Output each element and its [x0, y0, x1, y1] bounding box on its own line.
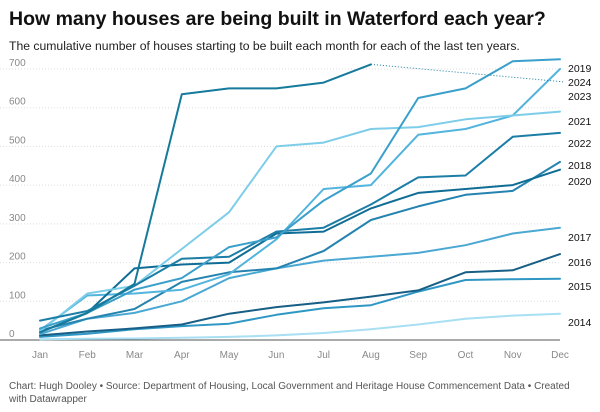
- x-tick-label: Sep: [409, 350, 427, 361]
- x-tick-label: Nov: [504, 350, 522, 361]
- x-tick-label: Jan: [32, 350, 48, 361]
- footer-separator: •: [99, 381, 106, 392]
- series-line-2017: [39, 226, 561, 336]
- series-line-2015: [39, 277, 561, 338]
- series-line-2016: [39, 253, 561, 337]
- x-tick-label: Dec: [551, 350, 569, 361]
- footer-source: Source: Department of Housing, Local Gov…: [105, 381, 525, 392]
- y-tick-label: 200: [9, 252, 26, 263]
- series-label-2016: 2016: [568, 257, 592, 269]
- y-tick-label: 400: [9, 174, 26, 185]
- footer-chart-by: Chart: Hugh Dooley: [9, 381, 97, 392]
- series-line-2014: [39, 312, 561, 341]
- chart-title: How many houses are being built in Water…: [9, 8, 546, 30]
- y-tick-label: 600: [9, 97, 26, 108]
- footer-created-with: Created with Datawrapper: [9, 381, 570, 405]
- chart-subtitle: The cumulative number of houses starting…: [9, 39, 520, 53]
- x-tick-label: May: [220, 350, 239, 361]
- series-line-2022: [39, 131, 561, 322]
- y-tick-label: 0: [9, 329, 15, 340]
- y-tick-label: 700: [9, 58, 26, 69]
- series-line-2024: [39, 63, 372, 334]
- series-label-2014: 2014: [568, 317, 592, 329]
- y-tick-label: 100: [9, 290, 26, 301]
- y-tick-label: 500: [9, 135, 26, 146]
- series-line-2020: [39, 168, 561, 334]
- series-line-2023: [39, 58, 561, 330]
- series-label-2023: 2023: [568, 91, 592, 103]
- x-tick-label: Feb: [79, 350, 97, 361]
- series-label-2015: 2015: [568, 281, 592, 293]
- x-tick-label: Aug: [362, 350, 380, 361]
- series-label-2021: 2021: [568, 116, 592, 128]
- footer-separator: •: [527, 381, 535, 392]
- x-tick-label: Oct: [458, 350, 474, 361]
- series-line-2021: [39, 110, 561, 333]
- chart-footer: Chart: Hugh Dooley • Source: Department …: [9, 380, 579, 406]
- series-label-2020: 2020: [568, 176, 592, 188]
- x-tick-label: Apr: [174, 350, 190, 361]
- series-label-2022: 2022: [568, 138, 592, 150]
- series-label-2019: 2019: [568, 63, 592, 75]
- series-label-2017: 2017: [568, 232, 592, 244]
- series-line-2018: [39, 160, 561, 332]
- x-tick-label: Jun: [268, 350, 284, 361]
- series-label-2024: 2024: [568, 77, 592, 89]
- series-connector-2024: [370, 63, 566, 83]
- y-tick-label: 300: [9, 213, 26, 224]
- x-tick-label: Jul: [317, 350, 330, 361]
- x-tick-label: Mar: [126, 350, 144, 361]
- series-label-2018: 2018: [568, 160, 592, 172]
